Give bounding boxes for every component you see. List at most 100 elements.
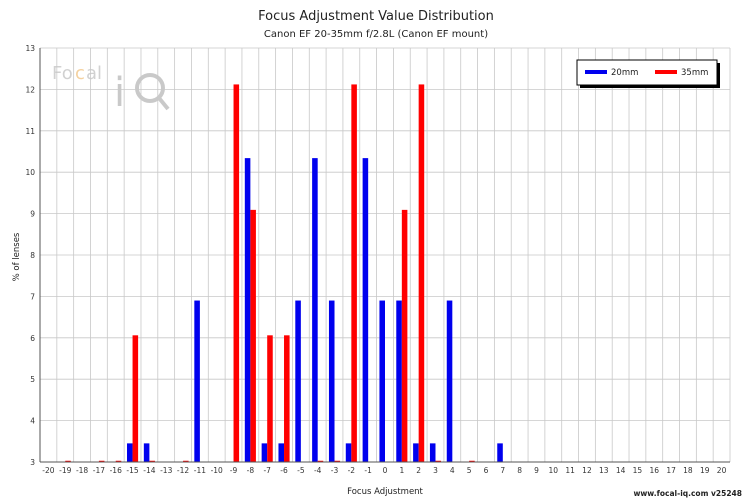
bar-35mm-2 bbox=[418, 84, 425, 462]
x-tick-label: 2 bbox=[416, 466, 421, 475]
y-tick-label: 5 bbox=[30, 375, 35, 384]
x-tick-label: 14 bbox=[616, 466, 626, 475]
y-tick-label: 11 bbox=[25, 127, 35, 136]
x-tick-label: 11 bbox=[565, 466, 575, 475]
x-tick-label: 12 bbox=[582, 466, 592, 475]
legend: 20mm 35mm bbox=[576, 59, 720, 88]
logo-q-tail bbox=[157, 96, 170, 111]
logo-q-icon bbox=[135, 73, 165, 103]
x-tick-label: -16 bbox=[110, 466, 122, 475]
x-tick-label: -8 bbox=[247, 466, 255, 475]
y-tick-label: 4 bbox=[30, 417, 35, 426]
legend-label-35mm: 35mm bbox=[681, 68, 708, 78]
x-tick-label: 13 bbox=[599, 466, 609, 475]
bar-20mm--11 bbox=[194, 300, 200, 462]
bar-20mm--3 bbox=[328, 300, 335, 462]
x-tick-label: 6 bbox=[484, 466, 489, 475]
x-tick-label: 0 bbox=[383, 466, 388, 475]
bar-20mm--1 bbox=[362, 158, 369, 462]
bar-20mm-4 bbox=[446, 300, 453, 462]
x-axis-label: Focus Adjustment bbox=[347, 487, 423, 497]
bar-20mm--15 bbox=[127, 443, 133, 462]
x-tick-label: -2 bbox=[348, 466, 356, 475]
bar-35mm--14 bbox=[149, 460, 155, 462]
logo-text-al: al bbox=[86, 63, 102, 84]
x-tick-label: 1 bbox=[399, 466, 404, 475]
bar-35mm--12 bbox=[183, 460, 189, 462]
bar-20mm--7 bbox=[261, 443, 268, 462]
bar-35mm--2 bbox=[351, 84, 357, 462]
bar-35mm--16 bbox=[115, 460, 122, 462]
y-axis-label: % of lenses bbox=[12, 232, 22, 281]
bar-20mm--2 bbox=[345, 443, 352, 462]
x-tick-label: -17 bbox=[93, 466, 105, 475]
logo-text-c: c bbox=[75, 63, 85, 84]
logo-text-fo: Fo bbox=[52, 63, 73, 84]
x-tick-label: -12 bbox=[177, 466, 189, 475]
x-tick-label: -19 bbox=[59, 466, 71, 475]
bar-35mm-1 bbox=[401, 209, 408, 462]
y-tick-label: 7 bbox=[30, 292, 35, 301]
bar-20mm--14 bbox=[143, 443, 150, 462]
x-tick-label: 9 bbox=[534, 466, 539, 475]
logo-text-i: i bbox=[114, 70, 125, 116]
bar-35mm--15 bbox=[132, 335, 139, 462]
x-tick-label: -4 bbox=[314, 466, 322, 475]
legend-label-20mm: 20mm bbox=[611, 68, 638, 78]
bar-20mm--4 bbox=[312, 158, 318, 462]
x-tick-label: 16 bbox=[649, 466, 659, 475]
x-tick-label: 7 bbox=[500, 466, 505, 475]
bar-35mm--3 bbox=[334, 460, 341, 462]
x-tick-label: -20 bbox=[42, 466, 54, 475]
grid bbox=[39, 47, 731, 463]
bar-20mm-3 bbox=[429, 443, 436, 462]
bar-35mm--19 bbox=[65, 460, 71, 462]
bars bbox=[65, 84, 503, 462]
x-tick-label: -6 bbox=[280, 466, 288, 475]
x-tick-label: 15 bbox=[633, 466, 643, 475]
x-tick-label: 8 bbox=[517, 466, 522, 475]
bar-20mm-0 bbox=[379, 300, 385, 462]
x-tick-label: 19 bbox=[700, 466, 710, 475]
y-tick-label: 12 bbox=[25, 85, 35, 94]
bar-20mm--5 bbox=[295, 300, 301, 462]
x-tick-label: -9 bbox=[230, 466, 238, 475]
x-tick-label: 17 bbox=[666, 466, 676, 475]
x-tick-label: -7 bbox=[263, 466, 271, 475]
bar-20mm--8 bbox=[244, 158, 251, 462]
chart-subtitle: Canon EF 20-35mm f/2.8L (Canon EF mount) bbox=[264, 29, 488, 40]
bar-35mm--7 bbox=[267, 335, 273, 462]
y-tick-label: 6 bbox=[30, 334, 35, 343]
y-tick-label: 13 bbox=[25, 44, 35, 53]
bar-20mm-2 bbox=[413, 443, 419, 462]
bar-35mm-3 bbox=[435, 460, 442, 462]
x-tick-label: 4 bbox=[450, 466, 455, 475]
x-tick-label: -11 bbox=[194, 466, 206, 475]
bar-35mm--8 bbox=[250, 209, 256, 462]
y-tick-label: 10 bbox=[25, 168, 35, 177]
bar-35mm--4 bbox=[317, 460, 324, 462]
footer-credit: www.focal-iq.com v25248 bbox=[633, 489, 742, 498]
x-tick-label: 5 bbox=[467, 466, 472, 475]
x-tick-label: 10 bbox=[549, 466, 559, 475]
y-tick-label: 9 bbox=[30, 210, 35, 219]
bar-20mm--6 bbox=[278, 443, 285, 462]
bar-35mm--9 bbox=[233, 84, 240, 462]
y-tick-label: 3 bbox=[30, 458, 35, 467]
bar-35mm--6 bbox=[284, 335, 290, 462]
x-tick-label: -1 bbox=[364, 466, 372, 475]
x-tick-label: 18 bbox=[683, 466, 693, 475]
bar-35mm--17 bbox=[98, 460, 105, 462]
x-tick-label: 20 bbox=[717, 466, 727, 475]
bar-35mm-5 bbox=[469, 460, 475, 462]
x-tick-label: -14 bbox=[143, 466, 155, 475]
x-tick-label: -15 bbox=[126, 466, 138, 475]
bar-20mm-1 bbox=[396, 300, 402, 462]
x-tick-label: -13 bbox=[160, 466, 172, 475]
x-tick-label: -5 bbox=[297, 466, 305, 475]
x-tick-label: -18 bbox=[76, 466, 88, 475]
y-tick-label: 8 bbox=[30, 251, 35, 260]
x-tick-label: -3 bbox=[331, 466, 339, 475]
